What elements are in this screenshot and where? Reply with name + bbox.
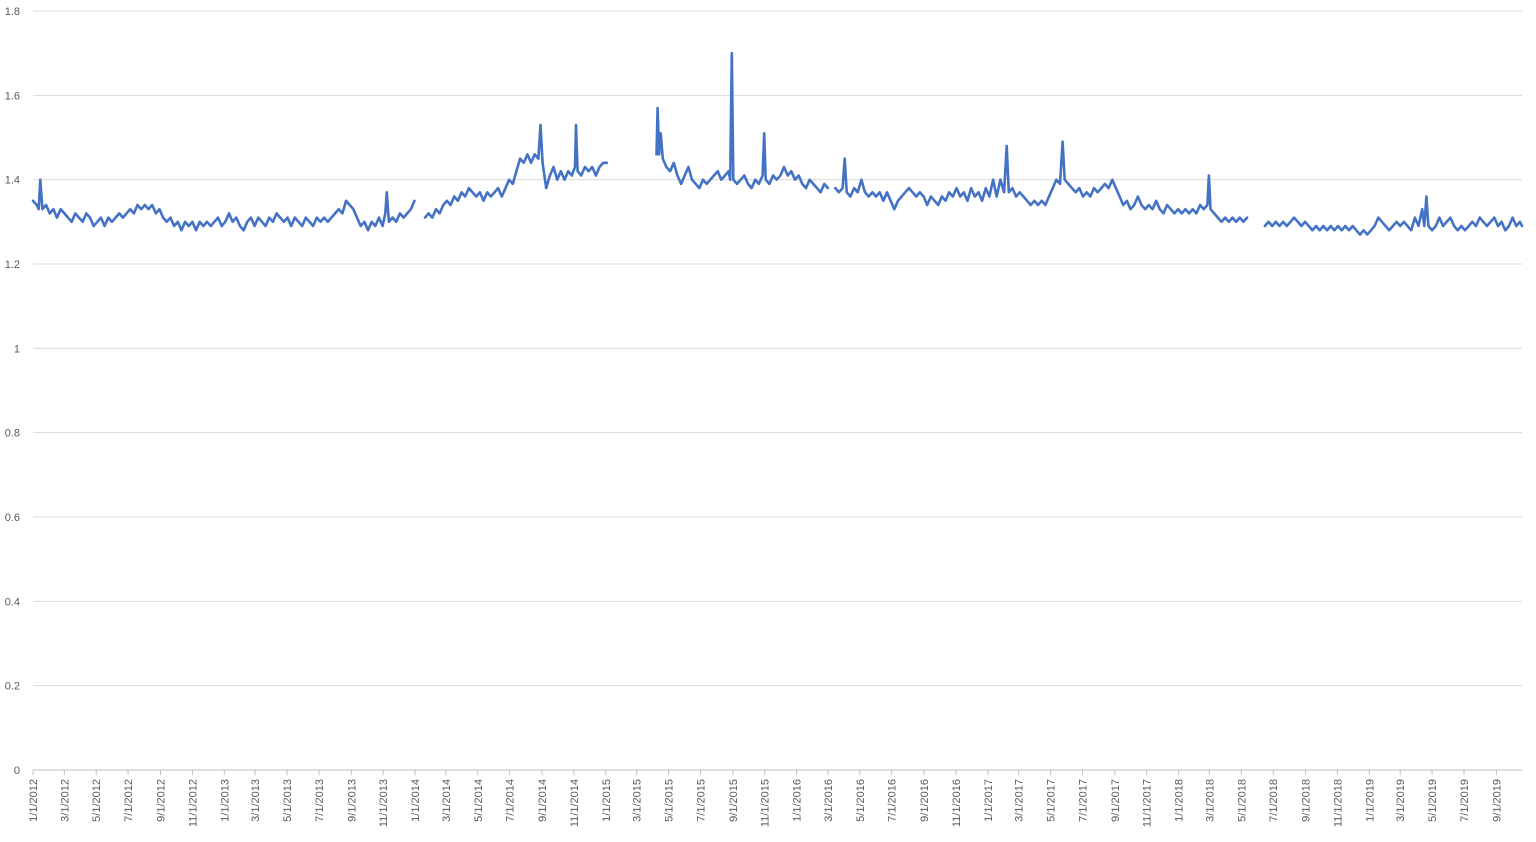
- x-axis: 1/1/2012 3/1/2012 5/1/2012 7/1/2012 9/1/2012…: [28, 769, 1522, 827]
- x-tick-label: 9/1/2016: [919, 779, 931, 822]
- x-tick-label: 3/1/2019: [1395, 779, 1407, 822]
- x-tick-label: 5/1/2015: [664, 779, 676, 822]
- y-tick-label: 0.2: [5, 681, 20, 693]
- y-tick-label: 0.4: [5, 596, 20, 608]
- x-tick-label: 5/1/2016: [855, 779, 867, 822]
- x-tick-label: 11/1/2017: [1142, 779, 1154, 827]
- x-tick-label: 3/1/2014: [441, 779, 453, 822]
- x-tick-label: 3/1/2018: [1204, 779, 1216, 822]
- y-tick-label: 1.8: [5, 6, 20, 18]
- x-tick-label: 1/1/2018: [1174, 779, 1186, 822]
- x-tick-label: 1/1/2019: [1364, 779, 1376, 822]
- x-tick-label: 11/1/2015: [760, 779, 772, 827]
- y-axis: 0 0.2 0.4 0.6 0.8 1 1.2 1.4 1.6 1.8: [5, 6, 20, 777]
- x-tick-label: 9/1/2012: [156, 779, 168, 822]
- x-tick-label: 3/1/2017: [1014, 779, 1026, 822]
- x-tick-label: 3/1/2015: [632, 779, 644, 822]
- x-tick-label: 3/1/2016: [823, 779, 835, 822]
- x-tick-label: 11/1/2018: [1333, 779, 1345, 827]
- x-tick-label: 5/1/2017: [1046, 779, 1058, 822]
- series-line-segment: [423, 123, 609, 219]
- x-tick-label: 9/1/2015: [728, 779, 740, 822]
- x-tick-label: 11/1/2013: [378, 779, 390, 827]
- y-tick-label: 1.6: [5, 90, 20, 102]
- x-tick-label: 1/1/2012: [28, 779, 40, 822]
- x-tick-label: 11/1/2012: [187, 779, 199, 827]
- y-tick-label: 1.2: [5, 259, 20, 271]
- x-tick-label: 7/1/2014: [505, 779, 517, 822]
- x-tick-label: 7/1/2012: [123, 779, 135, 822]
- x-tick-label: 11/1/2014: [569, 779, 581, 827]
- x-tick-label: 1/1/2014: [410, 779, 422, 822]
- x-tick-label: 9/1/2013: [346, 779, 358, 822]
- x-tick-label: 1/1/2015: [601, 779, 613, 822]
- y-tick-label: 0.8: [5, 428, 20, 440]
- series-line-segment: [1263, 195, 1524, 236]
- x-tick-label: 3/1/2012: [59, 779, 71, 822]
- x-tick-label: 5/1/2019: [1427, 779, 1439, 822]
- y-tick-label: 0.6: [5, 512, 20, 524]
- x-tick-label: 9/1/2019: [1491, 779, 1503, 822]
- y-tick-label: 1: [14, 343, 20, 355]
- series-line-segment: [31, 178, 416, 232]
- x-tick-label: 7/1/2015: [695, 779, 707, 822]
- x-tick-label: 11/1/2016: [951, 779, 963, 827]
- x-tick-label: 9/1/2018: [1301, 779, 1313, 822]
- y-tick-label: 1.4: [5, 175, 20, 187]
- x-tick-label: 7/1/2018: [1268, 779, 1280, 822]
- x-tick-label: 1/1/2013: [219, 779, 231, 822]
- x-tick-label: 3/1/2013: [250, 779, 262, 822]
- x-tick-label: 9/1/2014: [537, 779, 549, 822]
- x-tick-label: 9/1/2017: [1110, 779, 1122, 822]
- gridlines: [33, 10, 1522, 687]
- x-tick-label: 5/1/2012: [91, 779, 103, 822]
- x-tick-label: 7/1/2016: [887, 779, 899, 822]
- x-tick-label: 5/1/2018: [1236, 779, 1248, 822]
- series-layer: [31, 51, 1524, 236]
- x-tick-label: 7/1/2017: [1077, 779, 1089, 822]
- x-tick-label: 7/1/2013: [314, 779, 326, 822]
- series-line-segment: [834, 140, 1249, 224]
- x-tick-label: 1/1/2017: [983, 779, 995, 822]
- y-tick-label: 0: [14, 765, 20, 777]
- x-tick-label: 5/1/2014: [473, 779, 485, 822]
- x-tick-label: 1/1/2016: [792, 779, 804, 822]
- x-tick-label: 7/1/2019: [1459, 779, 1471, 822]
- series-line-segment: [655, 51, 830, 194]
- x-tick-label: 5/1/2013: [282, 779, 294, 822]
